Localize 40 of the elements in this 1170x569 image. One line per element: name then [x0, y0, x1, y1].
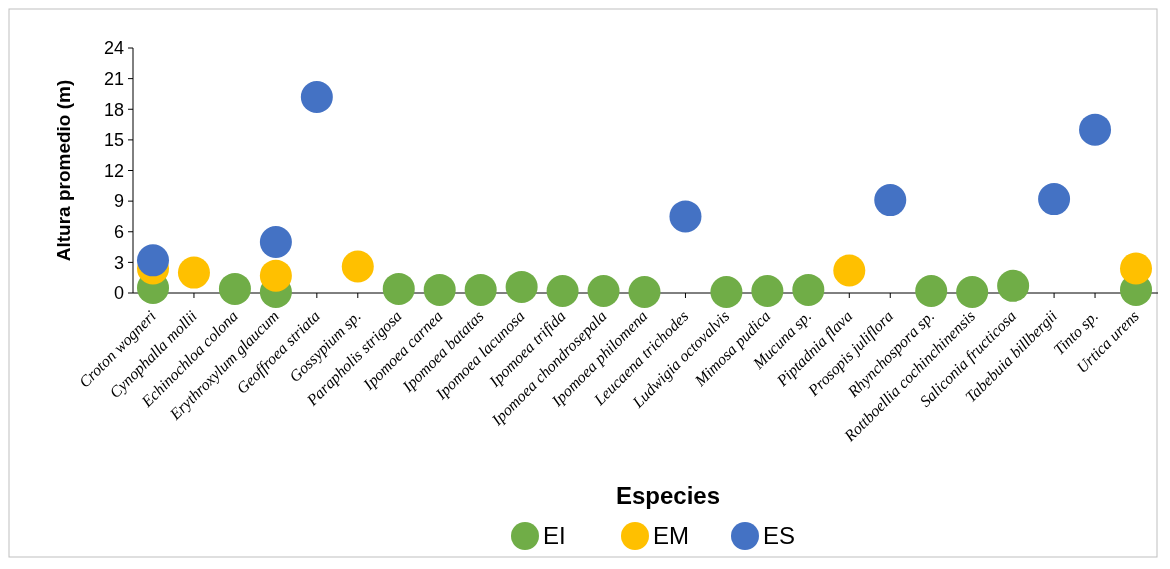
point [1079, 113, 1112, 146]
y-axis-title: Altura promedio (m) [53, 79, 74, 262]
point [1038, 183, 1071, 216]
y-tick-label: 18 [103, 99, 124, 120]
y-tick-label: 0 [113, 283, 124, 304]
point [505, 270, 538, 303]
point [956, 275, 989, 308]
point [137, 244, 169, 277]
point [833, 254, 866, 287]
y-tick-label: 21 [103, 68, 124, 89]
y-tick-label: 24 [103, 38, 124, 59]
point [710, 275, 743, 308]
point [259, 225, 292, 258]
point [792, 273, 825, 306]
legend-label: ES [763, 522, 796, 550]
y-tick-label: 15 [103, 130, 124, 151]
point [259, 259, 292, 292]
point [587, 274, 620, 307]
x-axis-title: Especies [615, 482, 721, 509]
point [423, 273, 456, 306]
point [177, 256, 210, 289]
y-tick-label: 9 [113, 191, 124, 212]
point [669, 200, 702, 233]
point [915, 274, 948, 307]
y-tick-label: 3 [113, 252, 124, 273]
point [997, 269, 1030, 302]
y-tick-label: 6 [113, 222, 124, 243]
point [341, 250, 374, 283]
point [300, 81, 333, 113]
legend-label: EI [543, 522, 566, 550]
point [546, 274, 579, 307]
point [218, 272, 251, 305]
point [464, 273, 497, 306]
point [628, 275, 661, 308]
point [1120, 252, 1152, 285]
point [874, 184, 907, 217]
point [382, 272, 415, 305]
y-tick-label: 12 [103, 160, 124, 181]
legend-label: EM [653, 522, 689, 550]
point [751, 274, 784, 307]
